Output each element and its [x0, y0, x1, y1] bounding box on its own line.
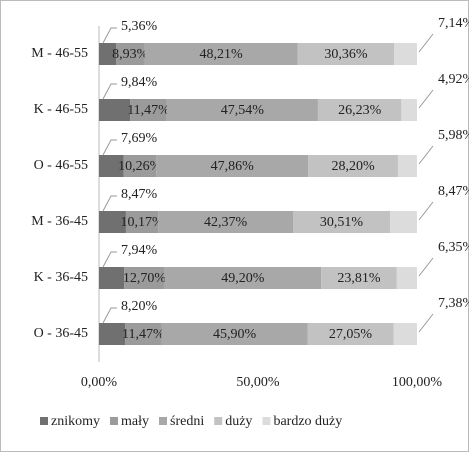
bar-segment [156, 155, 309, 177]
y-tick-label: M - 36-45 [31, 214, 88, 229]
y-tick-label: K - 46-55 [34, 102, 88, 117]
bar-segment [125, 323, 162, 345]
bar-segment [158, 211, 294, 233]
bar-segment [124, 267, 165, 289]
leader-line [418, 257, 434, 277]
legend-swatch [262, 417, 271, 425]
data-label: 5,36% [121, 19, 158, 34]
bar-segment [144, 43, 298, 65]
bar-segment [394, 43, 417, 65]
data-label: 12,70% [123, 271, 167, 286]
data-label: 7,14% [438, 16, 469, 31]
data-label: 10,17% [121, 215, 165, 230]
data-label: 47,54% [221, 103, 265, 118]
data-label: 45,90% [213, 327, 257, 342]
bar-segment [99, 43, 117, 65]
x-tick-label: 50,00% [236, 375, 280, 390]
y-tick-label: O - 46-55 [34, 158, 88, 173]
bar-segment [116, 43, 145, 65]
data-label: 48,21% [200, 47, 244, 62]
legend-label: bardzo duży [273, 414, 342, 429]
y-tick-label: M - 46-55 [31, 46, 88, 61]
bar-segment [397, 155, 417, 177]
bar-segment [123, 155, 157, 177]
bar-segment [99, 323, 126, 345]
data-label: 9,84% [121, 75, 158, 90]
bar-segment [99, 211, 126, 233]
legend-swatch [214, 417, 223, 425]
data-label: 6,35% [438, 240, 469, 255]
data-label: 7,94% [121, 243, 158, 258]
data-label: 27,05% [329, 327, 373, 342]
data-label: 47,86% [211, 159, 255, 174]
bar-segment [393, 323, 417, 345]
legend-swatch [159, 417, 167, 425]
bar-segment [166, 99, 318, 121]
legend-swatch [110, 417, 118, 425]
leader-line [418, 313, 434, 333]
data-label: 8,93% [112, 47, 149, 62]
bar-segment [125, 211, 159, 233]
data-label: 42,37% [204, 215, 248, 230]
leader-line [418, 33, 434, 53]
data-label: 23,81% [337, 271, 381, 286]
leader-line [418, 145, 434, 165]
bar-segment [401, 99, 417, 121]
legend-label: duży [225, 414, 252, 429]
data-label: 8,20% [121, 299, 158, 314]
bar-segment [297, 43, 395, 65]
data-label: 11,47% [127, 103, 170, 118]
legend-label: mały [121, 414, 149, 429]
leader-line [102, 139, 117, 156]
x-tick-label: 0,00% [81, 375, 118, 390]
bar-segment [307, 323, 394, 345]
bar-segment [99, 155, 124, 177]
data-label: 49,20% [221, 271, 265, 286]
data-label: 5,98% [438, 128, 469, 143]
legend-swatch [40, 417, 48, 425]
leader-line [102, 251, 117, 268]
data-label: 30,51% [320, 215, 364, 230]
bar-segment [130, 99, 167, 121]
legend-label: znikomy [51, 414, 100, 429]
bar-segment [99, 99, 131, 121]
bar-segment [390, 211, 417, 233]
data-label: 8,47% [121, 187, 158, 202]
bar-segment [99, 267, 125, 289]
data-label: 11,47% [122, 327, 165, 342]
leader-line [102, 27, 117, 44]
leader-line [102, 83, 117, 100]
leader-line [102, 195, 117, 212]
data-label: 7,38% [438, 296, 469, 311]
y-tick-label: K - 36-45 [34, 270, 88, 285]
data-label: 8,47% [438, 184, 469, 199]
data-label: 26,23% [338, 103, 382, 118]
bar-segment [308, 155, 398, 177]
data-label: 7,69% [121, 131, 158, 146]
leader-line [418, 201, 434, 221]
y-tick-label: O - 36-45 [34, 326, 88, 341]
data-label: 28,20% [332, 159, 376, 174]
data-label: 10,26% [118, 159, 162, 174]
bar-segment [293, 211, 391, 233]
bar-segment [321, 267, 397, 289]
leader-line [102, 307, 117, 324]
x-tick-label: 100,00% [392, 375, 443, 390]
legend-label: średni [170, 414, 204, 429]
data-label: 4,92% [438, 72, 469, 87]
bar-segment [164, 267, 322, 289]
data-label: 30,36% [324, 47, 368, 62]
bar-segment [396, 267, 417, 289]
bar-segment [317, 99, 402, 121]
bar-segment [161, 323, 308, 345]
leader-line [418, 89, 434, 109]
